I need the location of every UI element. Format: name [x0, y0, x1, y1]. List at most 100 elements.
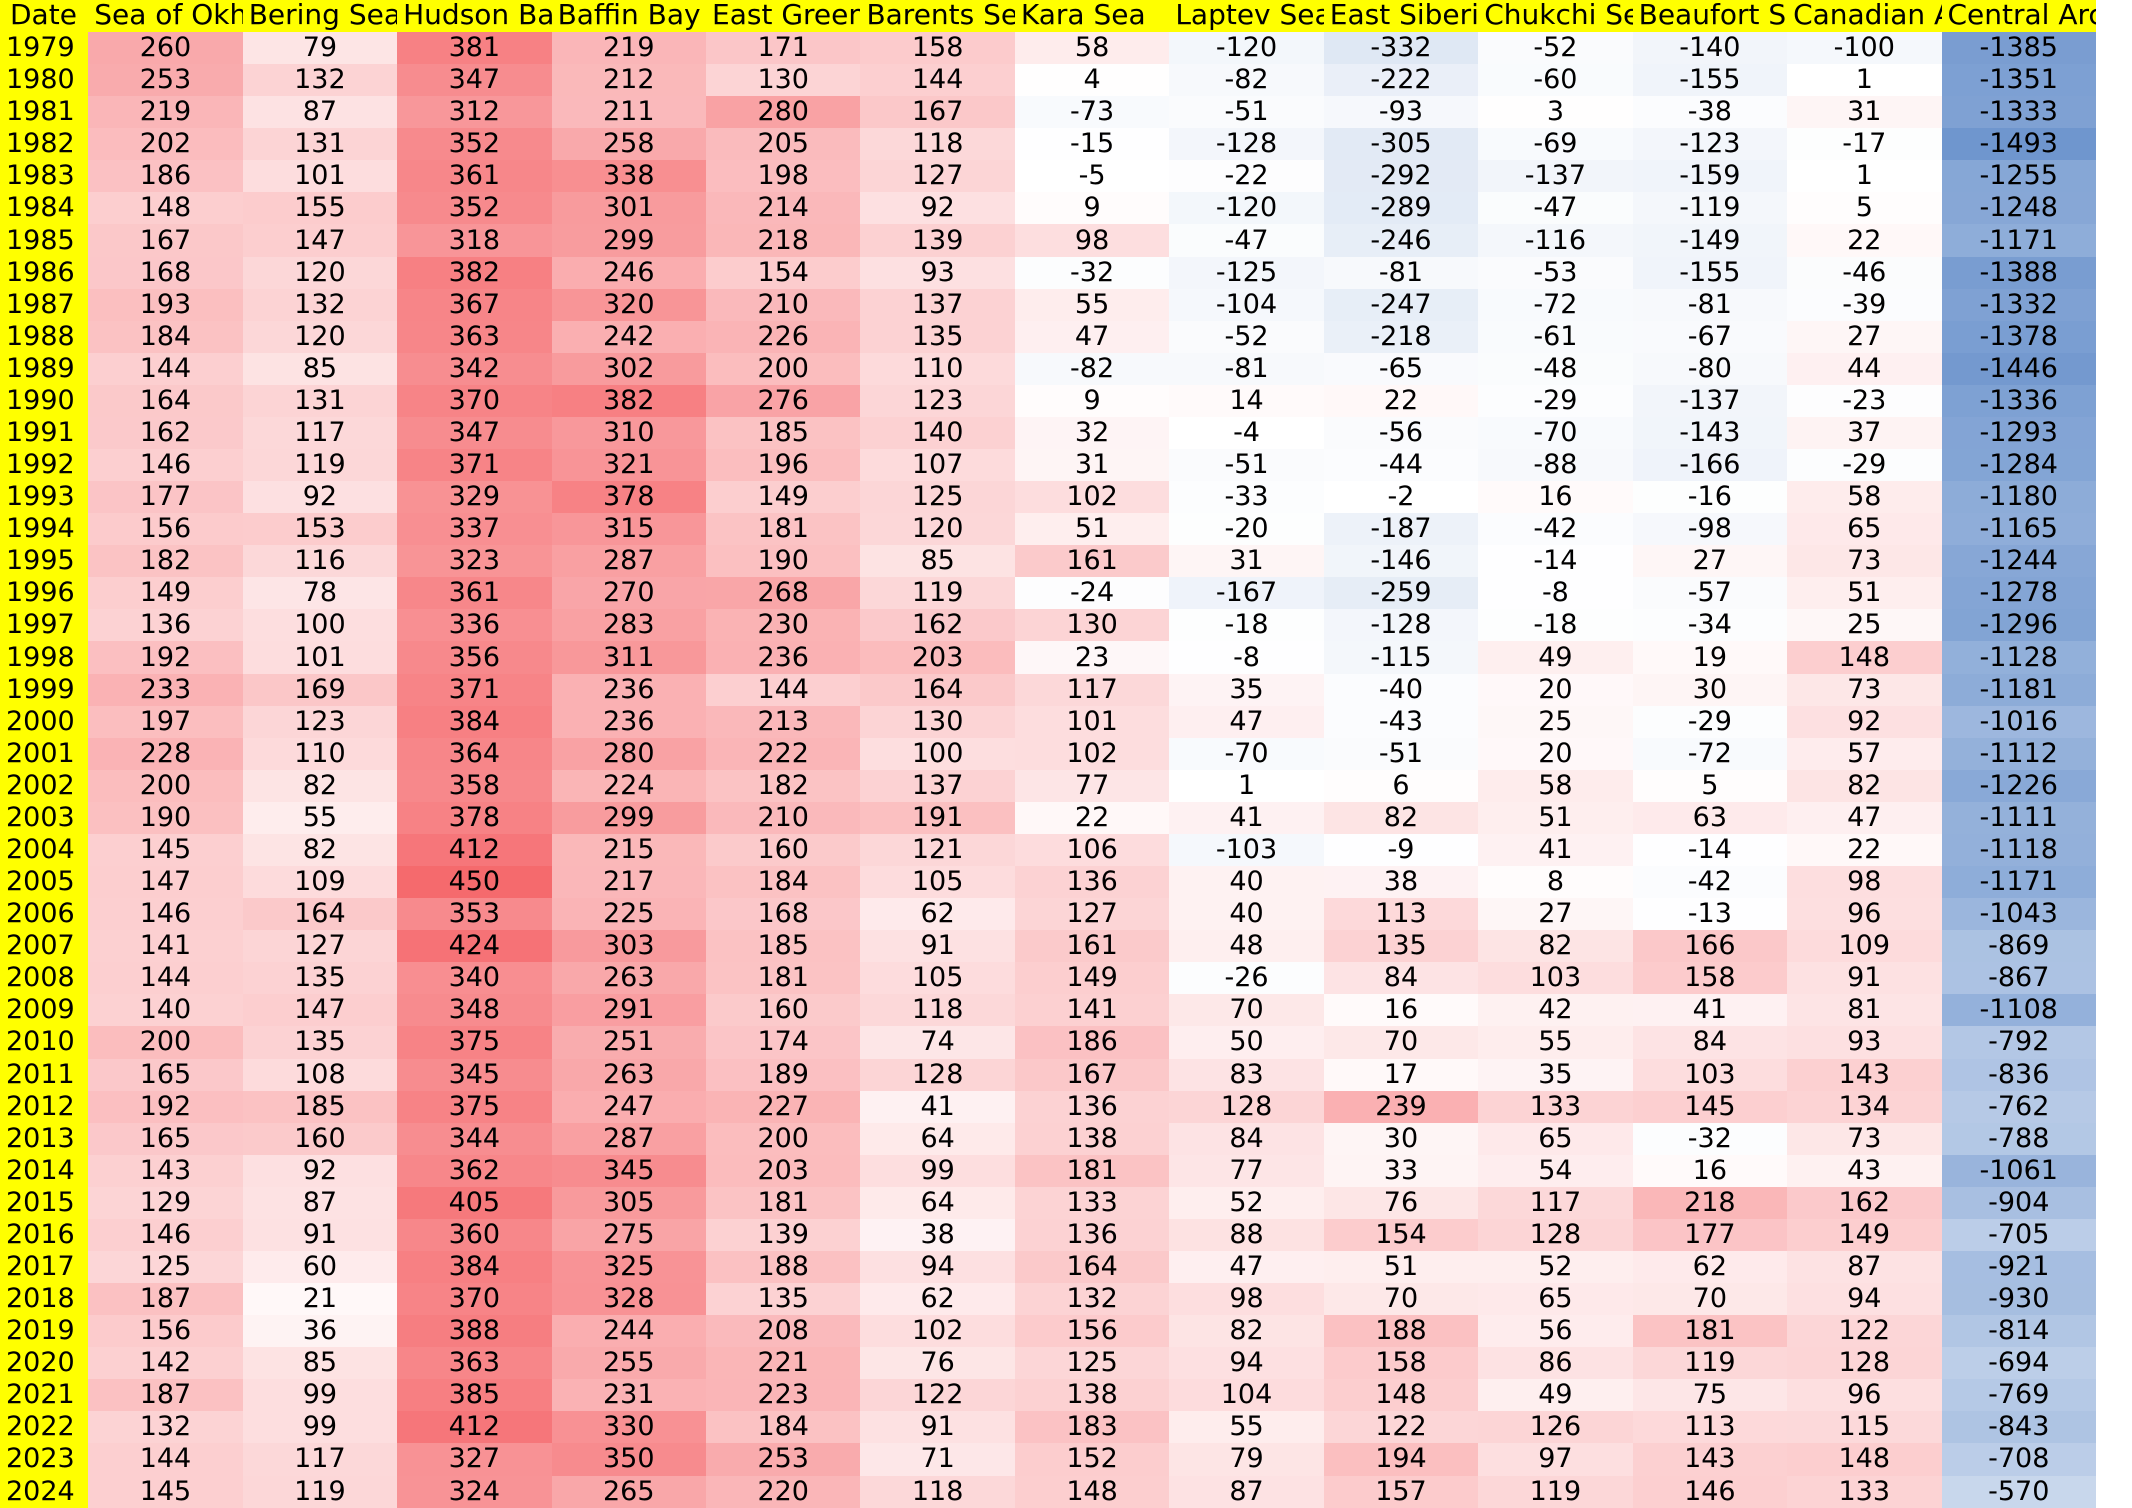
chukchi-sea-cell: 49	[1478, 1379, 1633, 1412]
laptev-sea-cell: 77	[1169, 1154, 1324, 1187]
chukchi-sea-cell: -70	[1478, 416, 1633, 450]
beaufort-sea-cell: -149	[1632, 224, 1788, 257]
barents-sea-cell: 107	[860, 449, 1015, 482]
east-greenland-sea-cell: 268	[706, 577, 861, 610]
table-row: 1986 168 120 382 246 154 93 -32 -125 -81 -53 -155 -4…	[0, 256, 2096, 289]
east-siberian-sea-cell: 38	[1323, 866, 1479, 899]
east-siberian-sea-cell: 84	[1323, 962, 1479, 995]
barents-sea-cell: 100	[860, 737, 1015, 770]
baffin-bay-cell: 265	[551, 1475, 706, 1508]
beaufort-sea-cell: 166	[1632, 930, 1788, 963]
canadian-archipelago-cell: 31	[1787, 96, 1942, 129]
bering-sea-cell: 164	[242, 898, 398, 931]
chukchi-sea-cell: 16	[1478, 481, 1633, 514]
date-cell: 2010	[0, 1026, 89, 1059]
laptev-sea-cell: -103	[1169, 833, 1324, 867]
table-row: 2005 147 109 450 217 184 105 136 40 38 8 -42 98 -1171	[0, 866, 2096, 899]
kara-sea-cell: 22	[1014, 801, 1170, 834]
canadian-archipelago-cell: -17	[1787, 128, 1942, 161]
barents-sea-cell: 127	[860, 160, 1015, 193]
chukchi-sea-cell: 3	[1478, 96, 1633, 129]
sea-of-okhotsk-cell: 162	[88, 416, 243, 450]
hudson-bay-cell: 352	[397, 192, 552, 225]
baffin-bay-cell: 330	[551, 1411, 706, 1444]
central-arctic-cell: -1226	[1941, 769, 2096, 802]
beaufort-sea-cell: -38	[1632, 96, 1788, 129]
table-row: 2022 132 99 412 330 184 91 183 55 122 126 113 115 -84…	[0, 1411, 2096, 1444]
baffin-bay-cell: 310	[551, 416, 706, 450]
hudson-bay-cell: 318	[397, 224, 552, 257]
sea-of-okhotsk-cell: 145	[88, 1475, 243, 1508]
central-arctic-cell: -921	[1941, 1250, 2096, 1284]
canadian-archipelago-cell: 22	[1787, 224, 1942, 257]
chukchi-sea-cell: 27	[1478, 898, 1633, 931]
east-siberian-sea-cell: -115	[1323, 641, 1479, 674]
table-row: 1984 148 155 352 301 214 92 9 -120 -289 -47 -119 5 -1…	[0, 192, 2096, 225]
chukchi-sea-cell: 65	[1478, 1283, 1633, 1316]
sea-of-okhotsk-cell: 145	[88, 833, 243, 867]
east-siberian-sea-cell: -289	[1323, 192, 1479, 225]
chukchi-sea-cell: 103	[1478, 962, 1633, 995]
east-greenland-sea-cell: 181	[706, 1186, 861, 1219]
date-cell: 2016	[0, 1218, 89, 1251]
kara-sea-cell: 98	[1014, 224, 1170, 257]
beaufort-sea-cell: 63	[1632, 801, 1788, 834]
chukchi-sea-cell: 8	[1478, 866, 1633, 899]
baffin-bay-cell: 280	[551, 737, 706, 770]
beaufort-sea-cell: -155	[1632, 64, 1788, 97]
east-greenland-sea-cell: 188	[706, 1250, 861, 1284]
bering-sea-cell: 131	[242, 384, 398, 417]
canadian-archipelago-cell: 65	[1787, 513, 1942, 546]
hudson-bay-cell: 363	[397, 1347, 552, 1380]
beaufort-sea-cell: -67	[1632, 320, 1788, 353]
header-chukchi-sea: Chukchi Se	[1478, 0, 1633, 32]
bering-sea-cell: 120	[242, 320, 398, 353]
beaufort-sea-cell: 41	[1632, 994, 1788, 1027]
date-cell: 1997	[0, 609, 89, 642]
date-cell: 2017	[0, 1250, 89, 1284]
east-siberian-sea-cell: 113	[1323, 898, 1479, 931]
bering-sea-cell: 87	[242, 1186, 398, 1219]
date-cell: 2024	[0, 1475, 89, 1508]
laptev-sea-cell: 84	[1169, 1122, 1324, 1155]
bering-sea-cell: 78	[242, 577, 398, 610]
table-row: 2019 156 36 388 244 208 102 156 82 188 56 181 122 -81…	[0, 1315, 2096, 1348]
east-greenland-sea-cell: 208	[706, 1315, 861, 1348]
beaufort-sea-cell: -81	[1632, 288, 1788, 321]
bering-sea-cell: 79	[242, 32, 398, 65]
table-row: 2010 200 135 375 251 174 74 186 50 70 55 84 93 -792	[0, 1026, 2096, 1059]
laptev-sea-cell: -128	[1169, 128, 1324, 161]
kara-sea-cell: 31	[1014, 449, 1170, 482]
east-greenland-sea-cell: 154	[706, 256, 861, 289]
laptev-sea-cell: -70	[1169, 737, 1324, 770]
sea-of-okhotsk-cell: 233	[88, 673, 243, 706]
baffin-bay-cell: 287	[551, 1122, 706, 1155]
baffin-bay-cell: 255	[551, 1347, 706, 1380]
laptev-sea-cell: -8	[1169, 641, 1324, 674]
header-east-siberian-sea: East Siberi	[1323, 0, 1479, 32]
hudson-bay-cell: 363	[397, 320, 552, 353]
hudson-bay-cell: 347	[397, 416, 552, 450]
barents-sea-cell: 91	[860, 1411, 1015, 1444]
central-arctic-cell: -1108	[1941, 994, 2096, 1027]
chukchi-sea-cell: -61	[1478, 320, 1633, 353]
bering-sea-cell: 92	[242, 1154, 398, 1187]
sea-of-okhotsk-cell: 140	[88, 994, 243, 1027]
beaufort-sea-cell: -42	[1632, 866, 1788, 899]
canadian-archipelago-cell: 51	[1787, 577, 1942, 610]
chukchi-sea-cell: 58	[1478, 769, 1633, 802]
bering-sea-cell: 132	[242, 288, 398, 321]
east-siberian-sea-cell: 16	[1323, 994, 1479, 1027]
kara-sea-cell: 4	[1014, 64, 1170, 97]
laptev-sea-cell: -51	[1169, 449, 1324, 482]
sea-of-okhotsk-cell: 197	[88, 705, 243, 738]
chukchi-sea-cell: -18	[1478, 609, 1633, 642]
table-row: 1990 164 131 370 382 276 123 9 14 22 -29 -137 -23 -13…	[0, 384, 2096, 417]
bering-sea-cell: 131	[242, 128, 398, 161]
east-siberian-sea-cell: 157	[1323, 1475, 1479, 1508]
canadian-archipelago-cell: 43	[1787, 1154, 1942, 1187]
table-row: 1988 184 120 363 242 226 135 47 -52 -218 -61 -67 27-…	[0, 320, 2096, 353]
laptev-sea-cell: -104	[1169, 288, 1324, 321]
table-row: 1989 144 85 342 302 200 110 -82 -81 -65 -48 -80 44 -1…	[0, 352, 2096, 385]
east-siberian-sea-cell: -247	[1323, 288, 1479, 321]
